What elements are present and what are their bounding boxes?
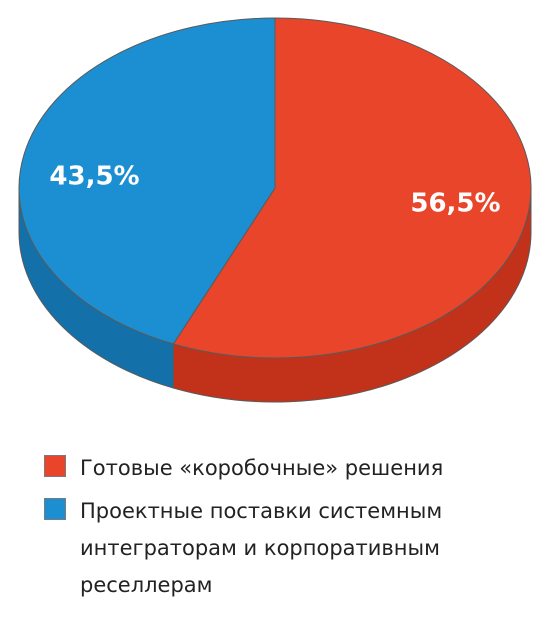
- legend-swatch-blue: [44, 498, 66, 520]
- slice-project-deliveries-label: 43,5%: [49, 161, 139, 191]
- legend-item-boxed-solutions: Готовые «коробочные» решения: [44, 450, 544, 487]
- legend-item-project-deliveries: Проектные поставки системным интегратора…: [44, 493, 544, 604]
- legend-label: Готовые «коробочные» решения: [80, 456, 444, 480]
- legend: Готовые «коробочные» решения Проектные п…: [44, 450, 544, 610]
- slice-boxed-solutions: [172, 17, 532, 359]
- slice-boxed-solutions-label: 56,5%: [410, 189, 500, 219]
- legend-label: Проектные поставки системным интегратора…: [80, 499, 443, 597]
- slice-project-deliveries: [18, 17, 276, 345]
- pie-chart: 56,5% 43,5%: [18, 17, 532, 403]
- legend-swatch-red: [44, 455, 66, 477]
